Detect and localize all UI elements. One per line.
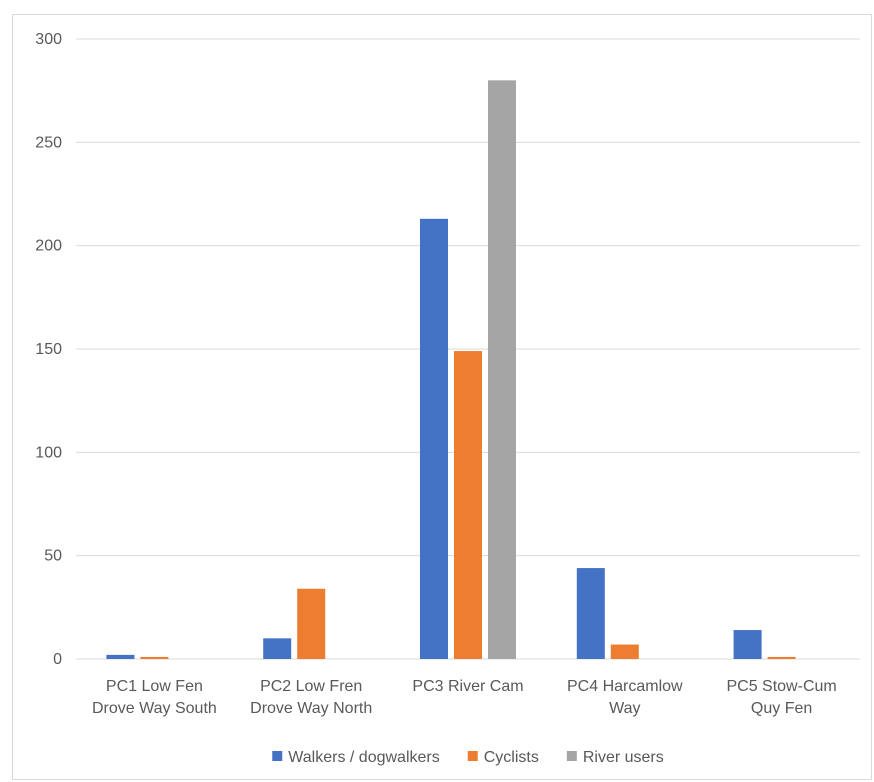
legend-swatch [272,751,283,761]
legend-label: Cyclists [484,749,539,766]
legend-item: River users [566,749,664,766]
bar [297,588,326,659]
y-tick-label: 0 [53,651,62,668]
bar [454,351,482,659]
bars [106,80,796,660]
bar [610,644,639,659]
bar [733,630,762,659]
y-axis-tick-labels: 0 50 100 150 200 250 300 [35,31,62,668]
y-tick-label: 300 [35,31,62,48]
bar [263,638,292,659]
bar [420,218,448,660]
gridlines [76,38,860,660]
y-tick-label: 200 [35,238,62,255]
bar [576,568,605,659]
x-axis-category-labels: PC1 Low Fen Drove Way South PC2 Low Fren Dr… [92,678,837,717]
bar [106,654,135,659]
x-category-label: PC4 Harcamlow Way [567,678,683,717]
legend-swatch [467,751,478,761]
legend-swatch [566,751,577,761]
x-category-label: PC5 Stow-Cum Quy Fen [726,678,836,717]
bar [140,656,169,659]
legend-item: Walkers / dogwalkers [272,749,440,766]
y-tick-label: 250 [35,134,62,151]
bar [767,656,796,659]
y-tick-label: 50 [44,548,62,565]
x-category-label: PC2 Low Fren Drove Way North [250,678,372,717]
y-tick-label: 150 [35,341,62,358]
legend: Walkers / dogwalkers Cyclists River users [272,749,664,766]
x-category-label: PC1 Low Fen Drove Way South [92,678,217,717]
y-tick-label: 100 [35,444,62,461]
legend-label: River users [583,749,664,766]
legend-item: Cyclists [467,749,539,766]
bar [488,80,516,660]
x-category-label: PC3 River Cam [412,678,523,695]
legend-label: Walkers / dogwalkers [288,749,439,766]
